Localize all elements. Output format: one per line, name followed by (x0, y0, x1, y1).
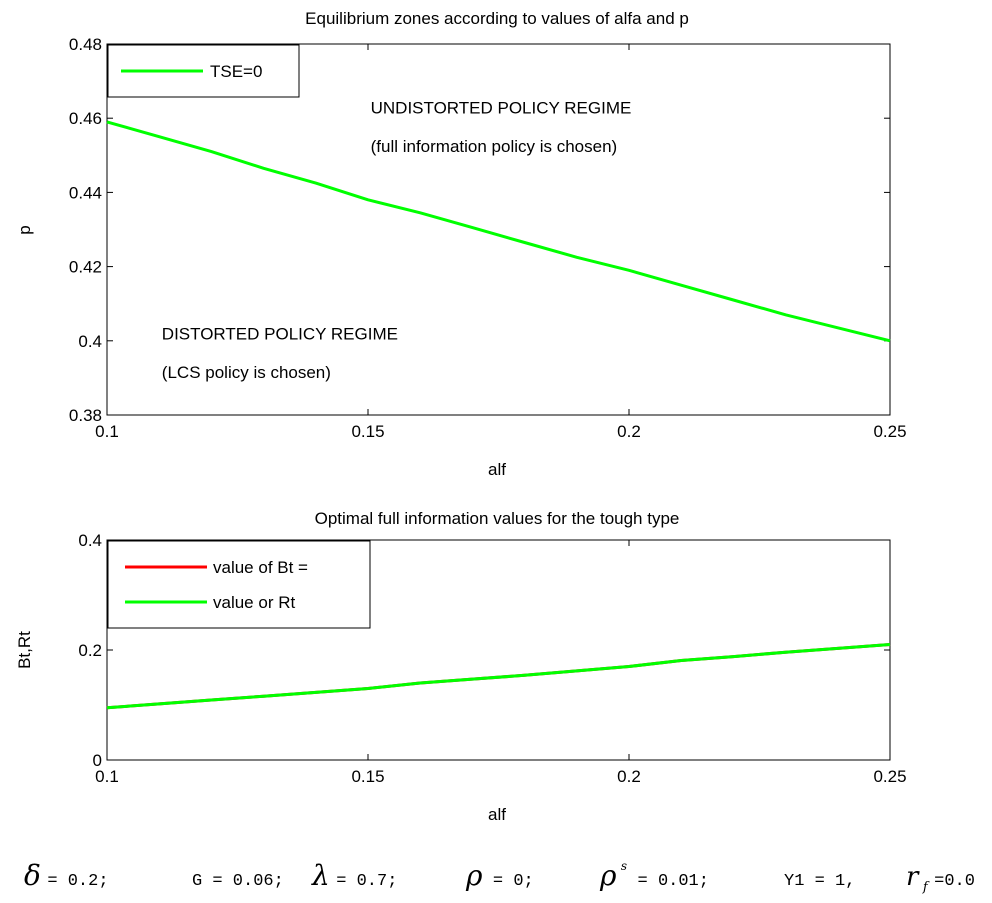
top-y-tick-label: 0.38 (69, 406, 102, 425)
top-x-tick-label: 0.2 (617, 422, 641, 441)
top-y-tick-label: 0.48 (69, 35, 102, 54)
parameter-rho-s: ρ s = 0.01; (599, 857, 709, 892)
bottom-legend-label-bt: value of Bt = (213, 558, 308, 577)
bottom-x-tick-label: 0.2 (617, 767, 641, 786)
top-y-tick-label: 0.42 (69, 258, 102, 277)
top-x-tick-label: 0.25 (873, 422, 906, 441)
top-y-tick-label: 0.46 (69, 109, 102, 128)
top-y-tick-label: 0.4 (78, 332, 102, 351)
rf-value: =0.0 (934, 872, 975, 891)
bottom-x-tick-label: 0.1 (95, 767, 119, 786)
lambda-symbol: λ (311, 859, 330, 892)
bottom-series-line-1 (106, 643, 891, 710)
top-chart: Equilibrium zones according to values of… (15, 9, 907, 479)
bottom-y-axis-label: Bt,Rt (15, 631, 34, 669)
annotation-full-information: (full information policy is chosen) (371, 137, 618, 156)
annotation-undistorted-regime: UNDISTORTED POLICY REGIME (371, 98, 632, 117)
bottom-legend-box (107, 540, 371, 629)
rho-s-superscript: s (621, 859, 627, 873)
bottom-chart: Optimal full information values for the … (15, 509, 907, 824)
top-series-line-0 (106, 120, 891, 343)
top-x-tick-label: 0.15 (351, 422, 384, 441)
bottom-legend: value of Bt = value or Rt (107, 540, 371, 629)
bottom-y-tick-label: 0 (93, 751, 102, 770)
top-x-tick-label: 0.1 (95, 422, 119, 441)
rho-s-symbol: ρ (599, 859, 617, 892)
annotation-distorted-regime: DISTORTED POLICY REGIME (162, 324, 398, 343)
top-tick-labels: 0.1 0.15 0.2 0.25 0.38 0.4 0.42 0.44 0.46 0.48 (69, 35, 907, 441)
delta-value: = 0.2; (47, 872, 108, 891)
parameter-lambda: λ = 0.7; (311, 859, 397, 892)
bottom-y-tick-label: 0.2 (78, 641, 102, 660)
top-x-axis-label: alf (488, 460, 506, 479)
parameter-rho: ρ = 0; (465, 859, 534, 892)
bottom-y-tick-label: 0.4 (78, 531, 102, 550)
rho-s-value: = 0.01; (638, 872, 709, 891)
parameter-caption: δ = 0.2; G = 0.06; λ = 0.7; ρ = 0; ρ s =… (24, 857, 975, 895)
rho-symbol: ρ (465, 859, 483, 892)
top-y-tick-label: 0.44 (69, 183, 102, 202)
rf-subscript: f (922, 880, 930, 895)
lambda-value: = 0.7; (336, 872, 397, 891)
top-legend: TSE=0 (107, 44, 300, 98)
top-plot-area (106, 43, 891, 416)
top-legend-label-tse: TSE=0 (210, 62, 262, 81)
bottom-x-tick-label: 0.15 (351, 767, 384, 786)
parameter-g: G = 0.06; (192, 872, 284, 891)
rf-symbol: r (906, 862, 920, 892)
bottom-chart-title: Optimal full information values for the … (315, 509, 680, 528)
bottom-x-tick-label: 0.25 (873, 767, 906, 786)
annotation-lcs-policy: (LCS policy is chosen) (162, 363, 331, 382)
bottom-series-layer (106, 643, 891, 710)
bottom-x-axis-label: alf (488, 805, 506, 824)
rho-value: = 0; (493, 872, 534, 891)
parameter-delta: δ = 0.2; (24, 859, 109, 892)
parameter-y1: Y1 = 1, (784, 872, 855, 891)
top-y-axis-label: p (15, 225, 34, 234)
top-chart-title: Equilibrium zones according to values of… (305, 9, 689, 28)
top-series-layer (106, 120, 891, 343)
parameter-rf: r f =0.0 (906, 862, 975, 895)
top-axis-ticks (106, 43, 891, 416)
bottom-tick-labels: 0.1 0.15 0.2 0.25 0 0.2 0.4 (78, 531, 906, 786)
bottom-legend-label-rt: value or Rt (213, 593, 295, 612)
delta-symbol: δ (24, 859, 41, 892)
